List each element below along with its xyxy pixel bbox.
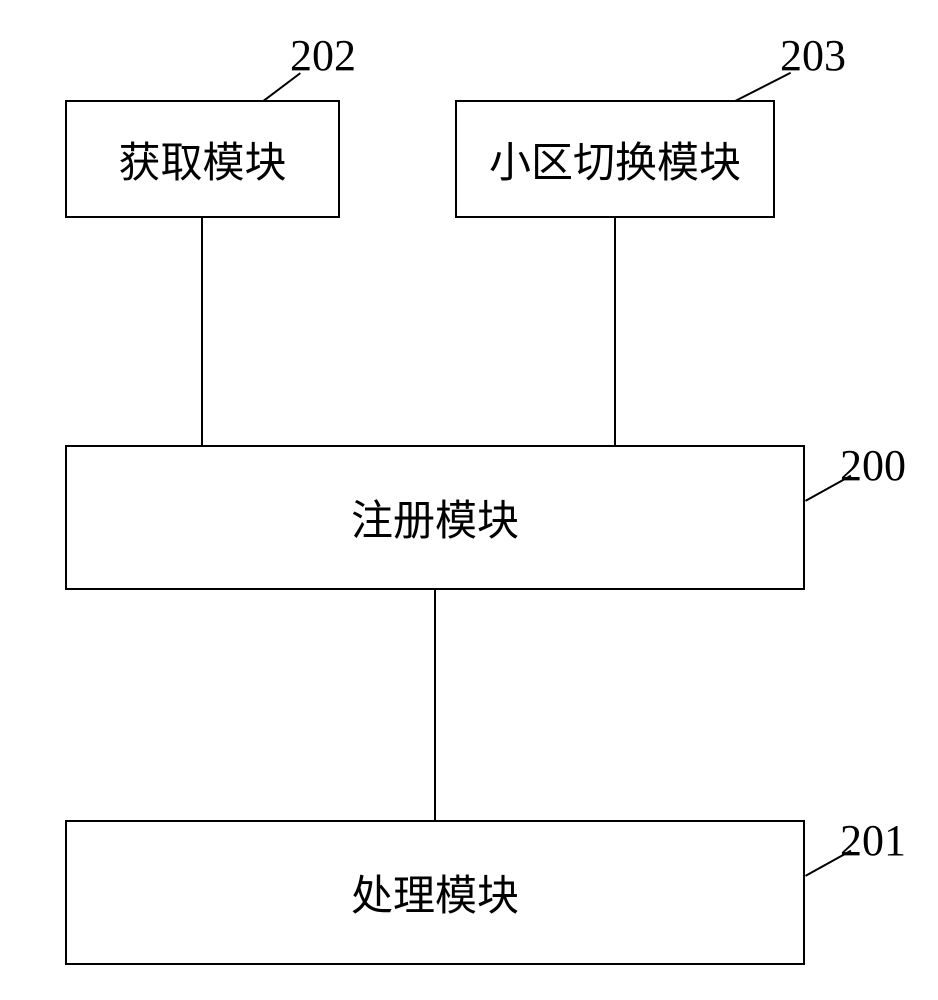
node-process-label: 处理模块 <box>351 862 519 923</box>
node-process: 处理模块 <box>65 820 805 965</box>
edge-acquire-register <box>201 218 203 445</box>
leader-203 <box>735 72 791 102</box>
node-register: 注册模块 <box>65 445 805 590</box>
node-acquire: 获取模块 <box>65 100 340 218</box>
node-acquire-label: 获取模块 <box>118 129 286 190</box>
node-register-label: 注册模块 <box>351 487 519 548</box>
ref-201: 201 <box>840 815 906 866</box>
leader-202 <box>263 72 301 101</box>
ref-200: 200 <box>840 440 906 491</box>
node-cell-switch-label: 小区切换模块 <box>489 129 741 190</box>
node-cell-switch: 小区切换模块 <box>455 100 775 218</box>
edge-register-process <box>434 590 436 820</box>
edge-cellswitch-register <box>614 218 616 445</box>
